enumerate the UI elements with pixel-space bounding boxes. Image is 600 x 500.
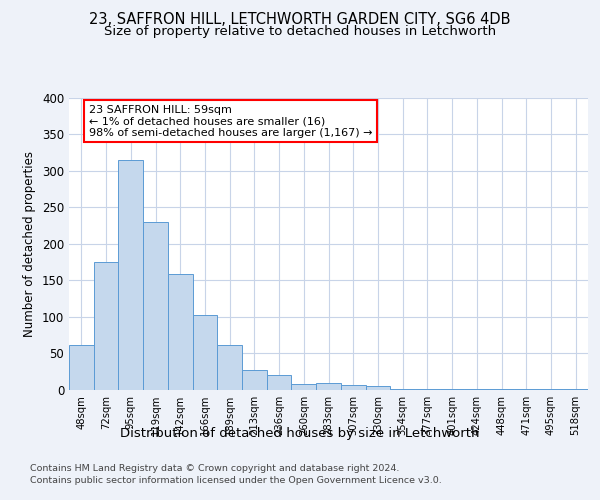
Text: Size of property relative to detached houses in Letchworth: Size of property relative to detached ho… [104, 25, 496, 38]
Bar [217, 344, 242, 390]
Bar [365, 386, 390, 390]
Bar [390, 388, 415, 390]
Bar [143, 222, 168, 390]
Text: 23 SAFFRON HILL: 59sqm
← 1% of detached houses are smaller (16)
98% of semi-deta: 23 SAFFRON HILL: 59sqm ← 1% of detached … [89, 105, 372, 138]
Text: 23, SAFFRON HILL, LETCHWORTH GARDEN CITY, SG6 4DB: 23, SAFFRON HILL, LETCHWORTH GARDEN CITY… [89, 12, 511, 28]
Bar [118, 160, 143, 390]
Bar [242, 370, 267, 390]
Text: Contains public sector information licensed under the Open Government Licence v3: Contains public sector information licen… [30, 476, 442, 485]
Y-axis label: Number of detached properties: Number of detached properties [23, 151, 37, 337]
Bar [292, 384, 316, 390]
Text: Contains HM Land Registry data © Crown copyright and database right 2024.: Contains HM Land Registry data © Crown c… [30, 464, 400, 473]
Bar [341, 385, 365, 390]
Text: Distribution of detached houses by size in Letchworth: Distribution of detached houses by size … [120, 428, 480, 440]
Bar [168, 274, 193, 390]
Bar [316, 382, 341, 390]
Bar [193, 316, 217, 390]
Bar [69, 344, 94, 390]
Bar [267, 374, 292, 390]
Bar [94, 262, 118, 390]
